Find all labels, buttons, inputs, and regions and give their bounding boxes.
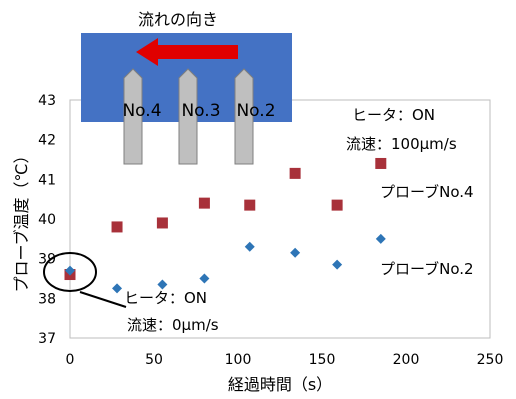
annotation-bottom-line2: 流速：0μm/s bbox=[127, 316, 219, 334]
y-tick-label: 42 bbox=[38, 133, 56, 149]
data-point-no4 bbox=[198, 197, 210, 209]
data-point-no2 bbox=[244, 241, 255, 252]
y-tick-label: 38 bbox=[38, 291, 56, 307]
probe-label: No.3 bbox=[181, 101, 220, 121]
annotation-bottom-line1: ヒータ：ON bbox=[124, 289, 207, 307]
data-point-no4 bbox=[375, 157, 387, 169]
probe-shape bbox=[234, 68, 254, 165]
flow-inset: 流れの向き No.4 No.3 No.2 bbox=[81, 10, 292, 165]
x-tick-label: 50 bbox=[145, 352, 163, 368]
data-point-no2 bbox=[332, 259, 343, 270]
data-point-no2 bbox=[157, 279, 168, 290]
x-tick-label: 0 bbox=[66, 352, 75, 368]
probe-shape bbox=[123, 68, 143, 165]
data-point-no2 bbox=[65, 265, 75, 276]
data-point-no2 bbox=[375, 233, 386, 244]
probe-shape bbox=[178, 68, 198, 165]
series-label-no4: プローブNo.4 bbox=[380, 183, 474, 201]
data-point-no2 bbox=[199, 273, 210, 284]
inset-title: 流れの向き bbox=[138, 10, 218, 29]
data-point-no4 bbox=[156, 217, 168, 229]
arrow-shape bbox=[136, 38, 238, 66]
data-point-no2 bbox=[290, 247, 301, 258]
y-tick-label: 39 bbox=[38, 252, 56, 268]
x-tick-label: 200 bbox=[393, 352, 420, 368]
y-tick-label: 37 bbox=[38, 331, 56, 347]
x-axis-title: 経過時間（s） bbox=[228, 375, 332, 394]
y-axis-title: プローブ温度（℃） bbox=[12, 147, 31, 292]
callout-line bbox=[79, 291, 127, 308]
annotation-top-line2: 流速：100μm/s bbox=[346, 135, 457, 153]
x-tick-label: 250 bbox=[477, 352, 504, 368]
data-point-no2 bbox=[112, 283, 123, 294]
data-point-no4 bbox=[111, 221, 123, 233]
y-tick-label: 43 bbox=[38, 93, 56, 109]
data-point-no4 bbox=[244, 199, 256, 211]
flow-arrow bbox=[136, 38, 238, 66]
callout-ellipse bbox=[43, 252, 97, 292]
axes: 0 50 100 150 200 250 37 38 39 40 41 42 43 bbox=[38, 93, 503, 368]
probe-group: No.4 No.3 No.2 bbox=[122, 68, 276, 165]
x-tick-label: 100 bbox=[225, 352, 252, 368]
y-tick-label: 41 bbox=[38, 172, 56, 188]
y-tick-label: 40 bbox=[38, 212, 56, 228]
series-label-no2: プローブNo.2 bbox=[380, 260, 474, 278]
probe-label: No.2 bbox=[236, 101, 275, 121]
data-point-no4 bbox=[289, 167, 301, 179]
series-layer bbox=[64, 157, 387, 294]
annotation-top-line1: ヒータ：ON bbox=[352, 106, 435, 124]
x-tick-label: 150 bbox=[309, 352, 336, 368]
probe-label: No.4 bbox=[122, 101, 161, 121]
data-point-no4 bbox=[331, 199, 343, 211]
